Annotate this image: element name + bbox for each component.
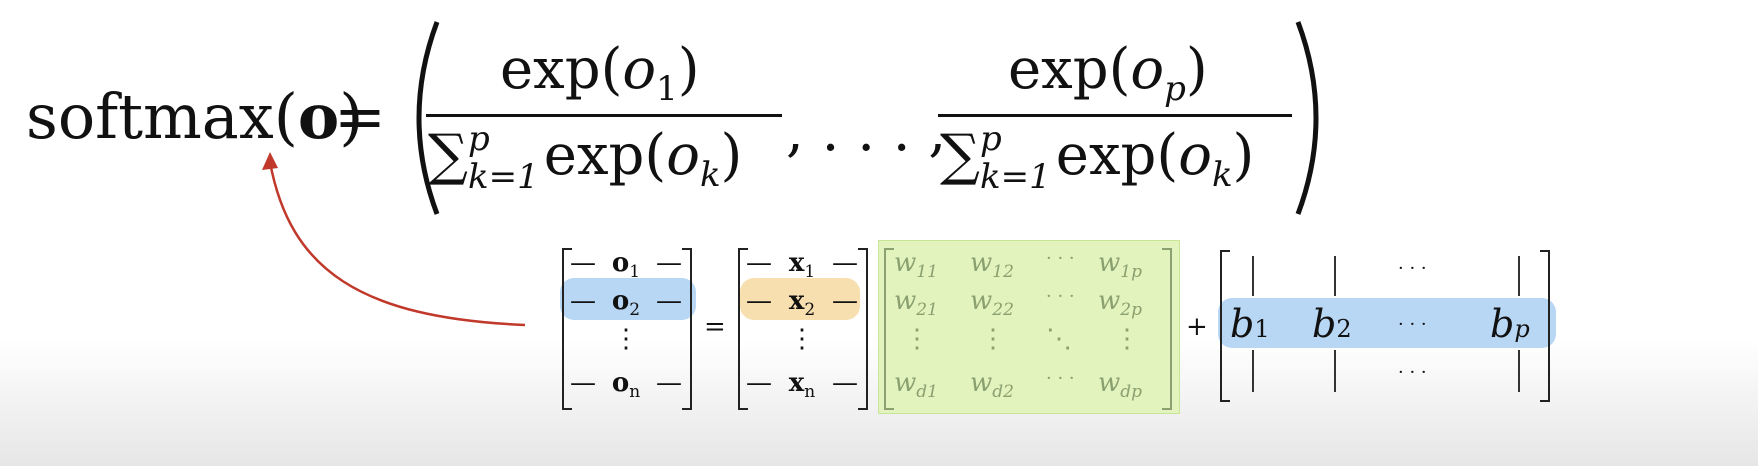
W-row: w11 w12 · · · w1p	[894, 248, 1142, 282]
fraction2-numerator: exp(op)	[1008, 37, 1208, 109]
matrix-plus: +	[1186, 312, 1208, 342]
fraction1-bar	[426, 114, 782, 117]
B-bottom-dots: · · ·	[1398, 362, 1427, 383]
W-right-bracket	[1162, 248, 1172, 410]
left-big-paren	[416, 21, 440, 215]
row-x2-highlight	[740, 278, 860, 320]
X-row: ⋮	[789, 324, 815, 354]
B-top-dots: · · ·	[1398, 258, 1427, 279]
O-row: — on —	[570, 368, 682, 402]
bias-bp: bp	[1490, 302, 1530, 346]
formula-equals: =	[334, 80, 386, 153]
W-row: wd1 wd2 · · · wdp	[894, 368, 1143, 402]
matrix-equals: =	[704, 312, 726, 342]
W-matrix-rows: w11 w12 · · · w1p w21 w22 · · · w2p ⋮ ⋮ …	[894, 250, 1162, 408]
O-row: ⋮	[613, 324, 639, 354]
row-o2-highlight	[560, 278, 696, 320]
O-matrix-rows: — o1— — o2— ⋮ — on —	[570, 250, 682, 408]
W-row: ⋮ ⋮ ⋱ ⋮	[904, 324, 1140, 354]
B-col2-bottom-bar	[1334, 350, 1336, 392]
X-matrix-rows: — x1— — x2— ⋮ — xn —	[746, 250, 858, 408]
sum-symbol: ∑	[428, 123, 468, 188]
fraction1-denominator: ∑ p k=1 exp(ok)	[428, 119, 743, 197]
X-right-bracket	[858, 248, 868, 410]
O-row: — o1—	[570, 248, 682, 282]
W-matrix-highlight	[878, 240, 1180, 414]
bias-b1: b1	[1230, 302, 1270, 346]
X-left-bracket	[738, 248, 748, 410]
O-left-bracket	[562, 248, 572, 410]
B-right-bracket	[1540, 250, 1550, 402]
B-col1-bottom-bar	[1252, 350, 1254, 392]
B-colp-bottom-bar	[1518, 350, 1520, 392]
X-row: — x2—	[746, 286, 858, 320]
B-colp-top-bar	[1518, 256, 1520, 296]
X-row: — xn —	[746, 368, 858, 402]
softmax-lhs: softmax(o)	[26, 80, 364, 153]
ellipsis: , . . . ,	[786, 99, 947, 164]
W-row: w21 w22 · · · w2p	[894, 286, 1142, 320]
X-row: — x1—	[746, 248, 858, 282]
bias-b2: b2	[1312, 302, 1352, 346]
B-col2-top-bar	[1334, 256, 1336, 296]
B-col1-top-bar	[1252, 256, 1254, 296]
right-big-paren	[1295, 21, 1319, 215]
bias-row-highlight	[1218, 298, 1556, 348]
B-mid-dots: · · ·	[1398, 314, 1427, 335]
W-left-bracket	[884, 248, 894, 410]
B-left-bracket	[1220, 250, 1230, 402]
softmax-arg-o: o	[297, 80, 340, 153]
O-row: — o2—	[570, 286, 682, 320]
fraction2-bar	[938, 114, 1292, 117]
fraction2-denominator: ∑ p k=1 exp(ok)	[940, 119, 1255, 197]
O-right-bracket	[682, 248, 692, 410]
fraction1-numerator: exp(o1)	[500, 37, 700, 109]
